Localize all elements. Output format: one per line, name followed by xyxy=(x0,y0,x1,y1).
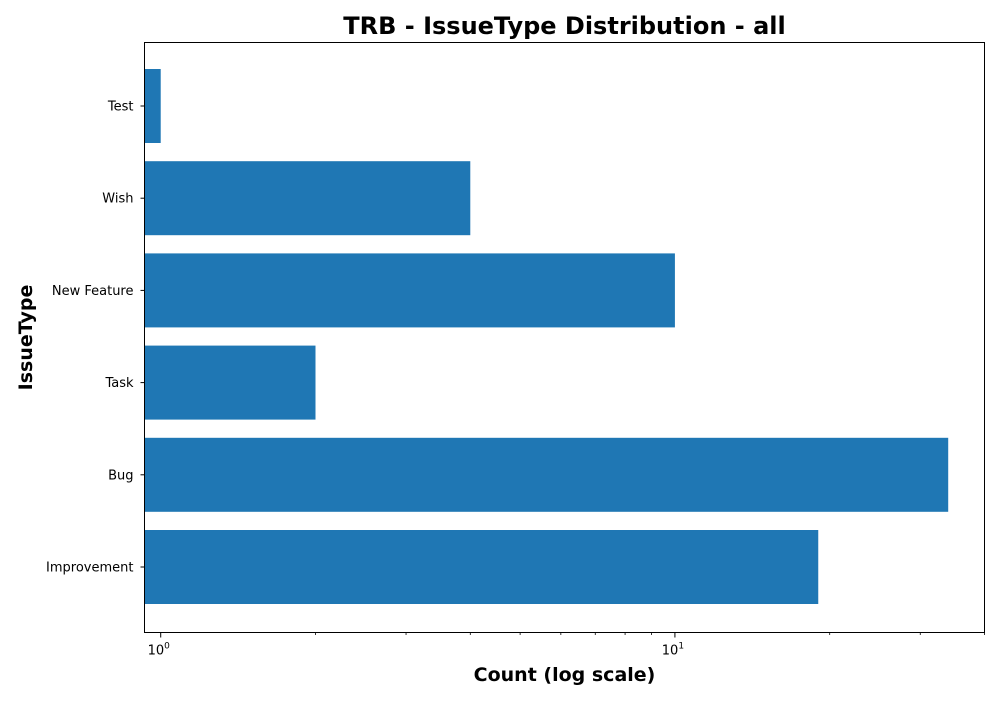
bar-wish xyxy=(144,161,471,236)
bar-test xyxy=(144,69,161,143)
y-tick-label: Test xyxy=(107,100,134,115)
x-tick-label: 101 xyxy=(662,642,684,659)
y-tick-label: New Feature xyxy=(52,284,134,299)
chart-title: TRB - IssueType Distribution - all xyxy=(343,12,786,40)
plot-frame xyxy=(144,42,985,633)
ticks-layer: Test Wish New Feature Task Bug Improvement 100… xyxy=(46,100,985,659)
bar-bug xyxy=(144,437,949,512)
y-tick-label: Improvement xyxy=(46,561,133,576)
y-tick-label: Task xyxy=(104,376,134,391)
x-tick-label: 100 xyxy=(148,642,171,659)
y-tick-label: Bug xyxy=(108,468,133,483)
bar-improvement xyxy=(144,530,819,604)
y-tick-label: Wish xyxy=(102,192,133,207)
bar-task xyxy=(144,345,316,420)
bar-new-feature xyxy=(144,253,675,328)
y-axis-label: IssueType xyxy=(15,285,37,391)
x-axis-label: Count (log scale) xyxy=(474,664,656,686)
bars-layer xyxy=(144,69,949,604)
